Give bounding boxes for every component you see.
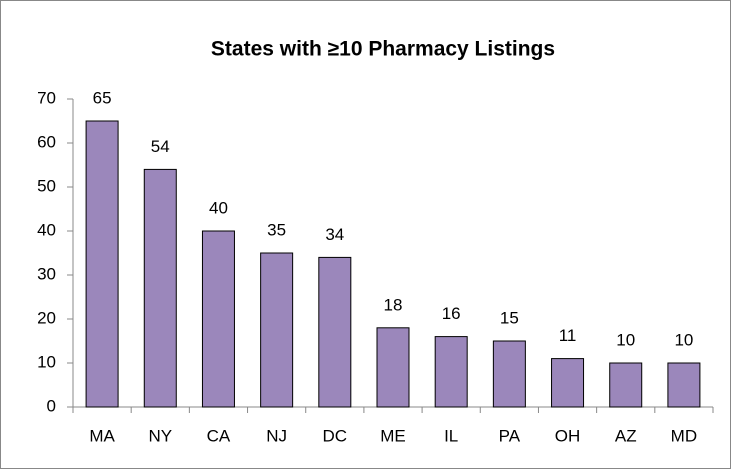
x-tick-label: IL — [444, 426, 458, 445]
x-tick-label: CA — [207, 426, 231, 445]
x-tick-label: OH — [555, 426, 581, 445]
data-label: 15 — [500, 308, 519, 327]
bar — [376, 327, 410, 408]
x-tick-label: ME — [380, 426, 406, 445]
data-label: 34 — [325, 225, 344, 244]
data-label: 65 — [93, 88, 112, 107]
y-tick-label: 40 — [37, 220, 56, 239]
y-tick-label: 50 — [37, 176, 56, 195]
x-tick-label: NJ — [266, 426, 287, 445]
x-tick-label: AZ — [615, 426, 637, 445]
y-tick-label: 70 — [37, 88, 56, 107]
bar — [667, 362, 701, 408]
data-label: 10 — [616, 330, 635, 349]
bar — [318, 256, 352, 408]
bar — [85, 120, 119, 408]
data-label: 40 — [209, 198, 228, 217]
data-label: 11 — [559, 326, 577, 345]
x-tick-label: NY — [148, 426, 172, 445]
y-tick-label: 10 — [37, 352, 56, 371]
bar — [434, 336, 468, 408]
bar — [609, 362, 643, 408]
chart-title: States with ≥10 Pharmacy Listings — [211, 38, 555, 61]
x-tick-label: MD — [671, 426, 697, 445]
data-label: 16 — [442, 304, 461, 323]
data-label: 18 — [384, 295, 403, 314]
bar — [492, 340, 526, 408]
y-tick-label: 20 — [37, 308, 56, 327]
data-label: 54 — [151, 137, 170, 156]
x-tick-label: MA — [89, 426, 115, 445]
x-tick-label: DC — [323, 426, 348, 445]
data-label: 35 — [267, 220, 286, 239]
y-tick-label: 30 — [37, 264, 56, 283]
data-label: 10 — [674, 330, 693, 349]
bar — [551, 358, 585, 408]
y-tick-label: 0 — [47, 396, 56, 415]
bar — [143, 168, 177, 408]
x-tick-label: PA — [499, 426, 521, 445]
y-tick-label: 60 — [37, 132, 56, 151]
bar — [260, 252, 294, 408]
bar — [201, 230, 235, 408]
